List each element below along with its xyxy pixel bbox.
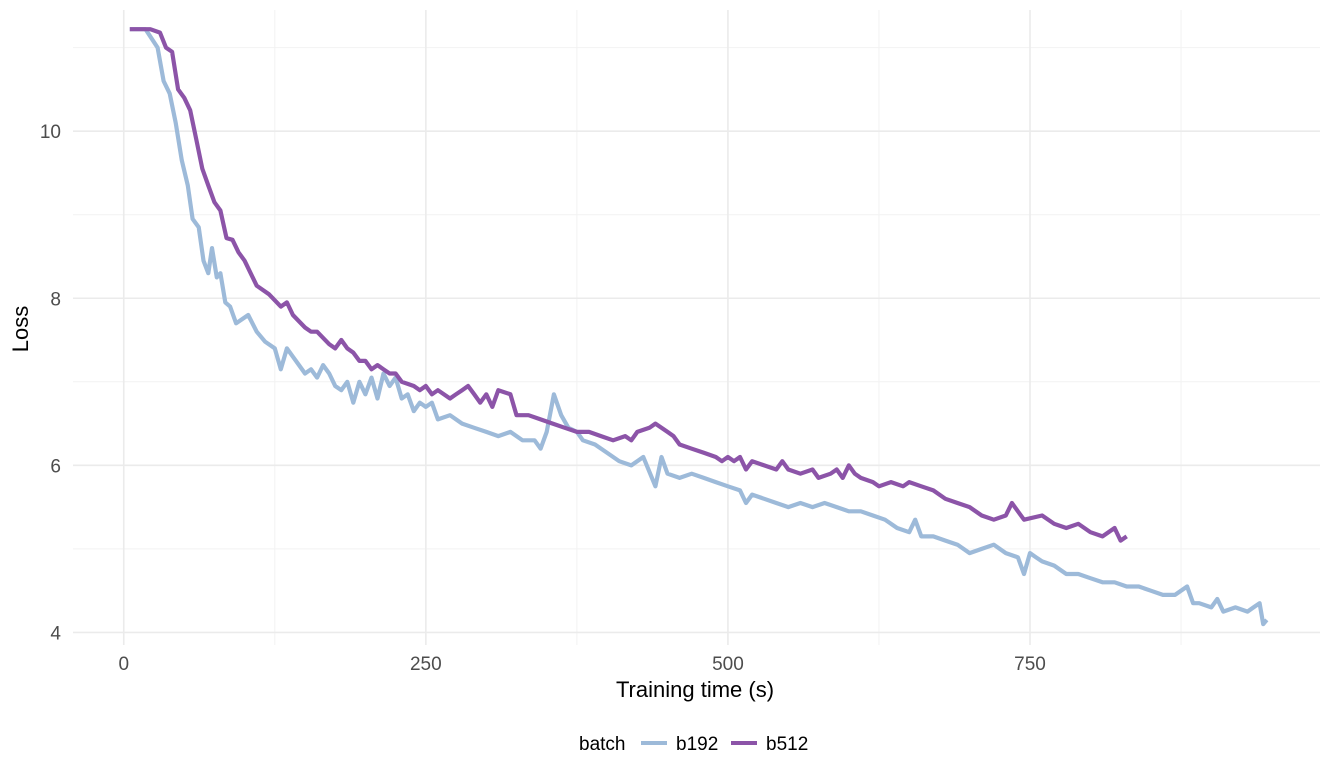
y-axis-title: Loss [8, 306, 33, 352]
series-line-b192 [129, 27, 1269, 627]
x-tick-label: 500 [712, 654, 744, 675]
x-axis-tick-labels: 0 250 500 750 [118, 654, 1045, 675]
y-tick-label: 6 [50, 456, 61, 477]
y-tick-label: 10 [40, 122, 61, 143]
x-tick-label: 750 [1014, 654, 1046, 675]
y-tick-label: 8 [50, 289, 61, 310]
legend-label-b512: b512 [766, 734, 808, 755]
x-tick-label: 250 [410, 654, 442, 675]
legend-title: batch [579, 734, 625, 755]
major-gridlines [73, 10, 1320, 645]
y-axis-tick-labels: 4 6 8 10 [40, 122, 62, 644]
x-axis-title: Training time (s) [616, 677, 774, 702]
y-tick-label: 4 [50, 623, 61, 644]
series-lines [129, 27, 1269, 627]
legend: batch b192 b512 [579, 734, 808, 755]
x-tick-label: 0 [118, 654, 129, 675]
series-line-b512 [129, 27, 1128, 543]
legend-label-b192: b192 [676, 734, 718, 755]
minor-gridlines [73, 10, 1320, 645]
